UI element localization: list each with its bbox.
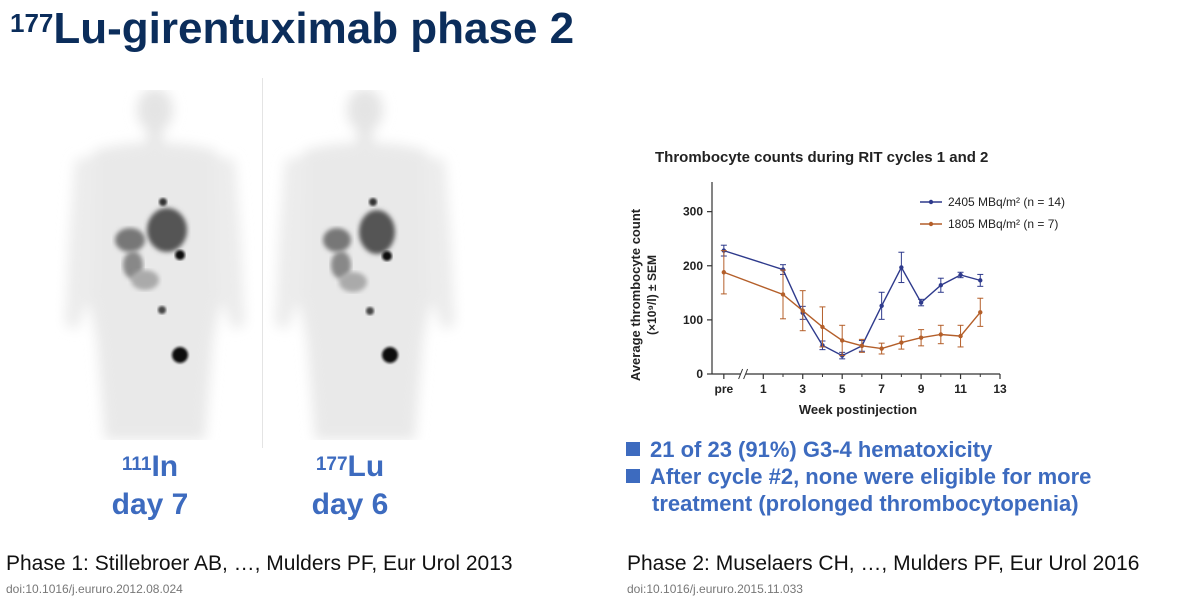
data-point (918, 300, 924, 305)
legend-entry: 2405 MBq/m² (n = 14) (920, 195, 1065, 209)
x-tick-label: 7 (878, 382, 885, 396)
scan-image-in111 (65, 90, 245, 440)
bullet-square-icon (626, 469, 640, 483)
data-point (780, 292, 786, 297)
finding-text-line2: treatment (prolonged thrombocytopenia) (652, 491, 1079, 516)
body-silhouette (65, 90, 245, 440)
title-text: Lu-girentuximab phase 2 (53, 4, 575, 53)
finding-item: After cycle #2, none were eligible for m… (626, 463, 1091, 517)
data-point (958, 333, 963, 339)
legend-marker (928, 199, 934, 205)
x-axis-label: Week postinjection (799, 402, 917, 417)
data-point (938, 332, 944, 337)
data-point (899, 265, 904, 270)
title-superscript: 177 (10, 8, 54, 38)
data-point (938, 283, 944, 288)
data-point (879, 346, 884, 351)
reference-phase2: Phase 2: Muselaers CH, …, Mulders PF, Eu… (627, 552, 1140, 575)
organ-uptake (115, 198, 188, 363)
data-point (839, 338, 845, 343)
axis-break-mark (743, 368, 749, 380)
y-axis-label-line1: Average thrombocyte count (628, 208, 643, 381)
y-tick-label: 0 (696, 367, 703, 381)
scan-divider (262, 78, 263, 448)
y-tick-label: 300 (683, 205, 703, 219)
series-line (723, 249, 981, 357)
x-tick-label: 11 (954, 382, 967, 396)
data-point (958, 272, 963, 278)
data-point (879, 303, 884, 309)
y-tick-label: 200 (683, 259, 703, 273)
data-point (899, 340, 904, 345)
y-tick-label: 100 (683, 313, 703, 327)
x-tick-label: pre (714, 382, 733, 396)
bullet-square-icon (626, 442, 640, 456)
chart-title: Thrombocyte counts during RIT cycles 1 a… (655, 149, 988, 166)
plot-area (720, 244, 984, 360)
doi-phase1: doi:10.1016/j.eururo.2012.08.024 (6, 582, 183, 596)
isotope-symbol: In (151, 450, 179, 483)
isotope-symbol: Lu (347, 450, 385, 483)
series-1 (720, 244, 984, 360)
x-tick-label: 9 (918, 382, 925, 396)
data-point (820, 324, 825, 330)
isotope-mass: 111 (121, 454, 152, 475)
legend-entry: 1805 MBq/m² (n = 7) (920, 217, 1058, 231)
x-tick-label: 5 (839, 382, 846, 396)
organ-uptake (323, 198, 398, 363)
x-tick-label: 1 (760, 382, 767, 396)
day-label: day 6 (311, 488, 389, 521)
series-2 (720, 250, 984, 357)
axis-break-mark (738, 368, 744, 380)
data-point (721, 270, 727, 275)
isotope-mass: 177 (315, 454, 348, 475)
doi-phase2: doi:10.1016/j.eururo.2015.11.033 (627, 582, 803, 596)
legend-marker (928, 221, 934, 227)
scan-image-lu177 (275, 90, 455, 440)
slide-title: 177Lu-girentuximab phase 2 (10, 4, 574, 54)
body-silhouette (275, 90, 455, 440)
data-point (918, 335, 924, 340)
scan-label-lu177: 177Lu day 6 (280, 448, 420, 524)
day-label: day 7 (111, 488, 189, 521)
legend-label: 1805 MBq/m² (n = 7) (948, 217, 1058, 231)
data-point (859, 343, 865, 349)
x-tick-label: 13 (993, 382, 1007, 396)
y-axis-label-line2: (×10⁹/l) ± SEM (645, 255, 659, 335)
reference-phase1: Phase 1: Stillebroer AB, …, Mulders PF, … (6, 552, 513, 575)
isotope-label: 111In (80, 448, 220, 486)
isotope-label: 177Lu (280, 448, 420, 486)
finding-item: 21 of 23 (91%) G3-4 hematoxicity (626, 436, 1091, 463)
legend: 2405 MBq/m² (n = 14) 1805 MBq/m² (n = 7) (920, 195, 1065, 231)
finding-text: After cycle #2, none were eligible for m… (650, 463, 1091, 517)
data-point (800, 308, 805, 313)
data-point (978, 310, 983, 315)
data-point (978, 278, 983, 283)
thrombocyte-chart: Thrombocyte counts during RIT cycles 1 a… (628, 149, 1065, 417)
scan-label-in111: 111In day 7 (80, 448, 220, 524)
series-line (723, 271, 981, 350)
legend-label: 2405 MBq/m² (n = 14) (948, 195, 1065, 209)
findings-list: 21 of 23 (91%) G3-4 hematoxicity After c… (626, 436, 1091, 517)
finding-text-line1: After cycle #2, none were eligible for m… (650, 464, 1092, 489)
x-tick-label: 3 (799, 382, 806, 396)
data-point (780, 267, 786, 272)
y-axis-label: Average thrombocyte count (×10⁹/l) ± SEM (628, 208, 659, 381)
finding-text: 21 of 23 (91%) G3-4 hematoxicity (650, 437, 993, 462)
